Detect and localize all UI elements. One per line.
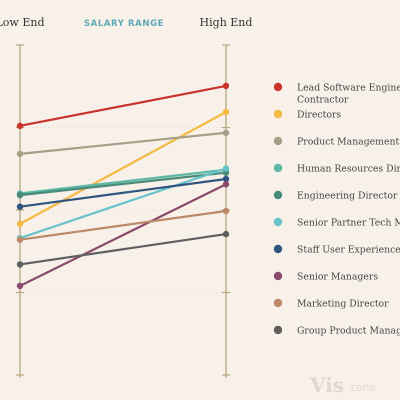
legend-swatch	[273, 163, 283, 173]
series-group-product-manager	[16, 230, 230, 268]
legend-swatch	[273, 136, 283, 146]
legend: Lead Software Engineer /Contractor Direct…	[273, 82, 400, 337]
series-line	[19, 183, 227, 287]
series-marketing-director	[16, 207, 230, 243]
legend-label: Senior Managers	[297, 272, 378, 283]
legend-label: Product Management Director	[297, 137, 400, 148]
low-end-point	[16, 122, 24, 130]
high-end-point	[222, 230, 230, 238]
legend-item: Product Management Director	[273, 136, 400, 148]
chart-title: SALARY RANGE	[84, 19, 164, 29]
low-end-point	[16, 150, 24, 158]
legend-label: Directors	[297, 110, 341, 121]
series-lines	[16, 82, 230, 290]
low-end-label: Low End	[0, 16, 45, 29]
series-line	[19, 168, 227, 195]
high-end-point	[222, 82, 230, 90]
legend-item: Marketing Director	[273, 298, 389, 310]
legend-item: Engineering Director	[273, 190, 398, 202]
series-senior-managers	[16, 181, 230, 290]
high-end-point	[222, 108, 230, 116]
legend-swatch	[273, 271, 283, 281]
legend-label: Marketing Director	[297, 299, 389, 310]
legend-label: Human Resources Director	[297, 164, 400, 175]
legend-label: Group Product Manager	[297, 326, 400, 337]
series-lead-software-engineer-contractor	[16, 82, 230, 130]
low-end-point	[16, 261, 24, 268]
series-line	[19, 177, 227, 208]
legend-item: Senior Managers	[273, 271, 378, 283]
low-end-point	[16, 220, 24, 228]
legend-swatch	[273, 325, 283, 335]
legend-item: Lead Software Engineer /Contractor	[273, 82, 400, 106]
series-product-management-director	[16, 129, 230, 158]
legend-label: Lead Software Engineer /Contractor	[297, 83, 400, 106]
logo-main-text: Vis	[309, 373, 344, 397]
gridlines	[20, 127, 226, 293]
series-line	[19, 171, 227, 197]
legend-label: Engineering Director	[297, 191, 398, 202]
high-end-label: High End	[200, 16, 253, 29]
legend-item: Staff User Experience Designer	[273, 244, 400, 256]
series-line	[19, 167, 227, 240]
high-end-point	[222, 129, 230, 136]
legend-swatch	[273, 190, 283, 200]
legend-item: Directors	[273, 109, 341, 121]
low-end-point	[16, 191, 24, 199]
legend-item: Human Resources Director	[273, 163, 400, 175]
legend-label: Staff User Experience Designer	[297, 245, 400, 256]
legend-swatch	[273, 298, 283, 308]
low-end-point	[16, 203, 24, 210]
high-end-point	[222, 175, 230, 183]
low-end-point	[16, 282, 24, 290]
low-end-point	[16, 236, 24, 243]
legend-swatch	[273, 217, 283, 227]
legend-label: Senior Partner Tech Manager	[297, 218, 400, 229]
series-line	[19, 111, 227, 225]
axes	[16, 44, 230, 378]
high-end-point	[222, 165, 230, 172]
series-line	[19, 209, 227, 241]
legend-item: Group Product Manager	[273, 325, 400, 337]
legend-swatch	[273, 82, 283, 92]
vizone-logo: Vis zone	[309, 373, 376, 397]
logo-sub-text: zone	[350, 381, 376, 394]
legend-swatch	[273, 109, 283, 119]
series-directors	[16, 108, 230, 228]
series-line	[19, 233, 227, 266]
series-line	[19, 131, 227, 155]
series-line	[19, 84, 227, 127]
high-end-point	[222, 207, 230, 215]
series-staff-user-experience-designer	[16, 175, 230, 210]
high-end-point	[222, 181, 230, 188]
legend-item: Senior Partner Tech Manager	[273, 217, 400, 229]
legend-swatch	[273, 244, 283, 254]
